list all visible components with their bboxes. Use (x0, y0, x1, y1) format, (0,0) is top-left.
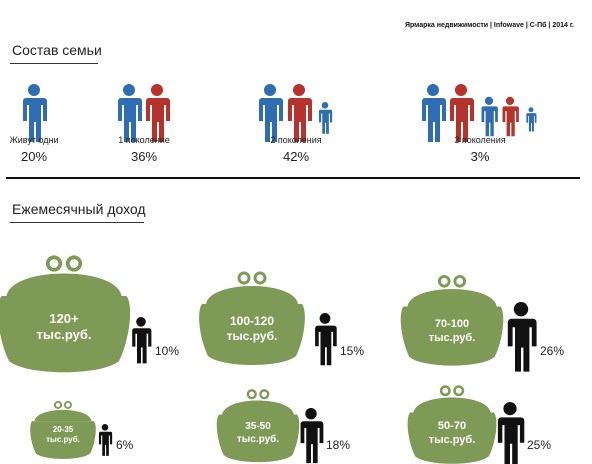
income-unit-text: тыс.руб. (428, 331, 476, 344)
income-section-title: Ежемесячный доход (12, 201, 146, 217)
family-value-alone: 20% (20, 149, 48, 164)
family-value-3gen: 3% (470, 149, 490, 164)
income-value-20-35: 6% (116, 438, 134, 452)
family-label-1gen: 1 поколение (118, 135, 170, 145)
family-label-2gen: 2 поколения (270, 135, 322, 145)
person-black-icon (132, 317, 152, 364)
income-unit-text: тыс.руб. (236, 433, 280, 445)
person-black-icon (98, 424, 113, 456)
source-caption: Ярмарка недвижимости | Infowave | С-Пб |… (404, 22, 574, 29)
family-title-underline (10, 63, 98, 64)
section-divider (6, 177, 580, 179)
income-range-text: 70-100 (434, 318, 470, 330)
income-range-20-35: 20-35 тыс.руб. (38, 425, 88, 445)
person-black-icon (497, 402, 525, 464)
income-range-50-70: 50-70 тыс.руб. (418, 420, 486, 448)
income-value-120plus: 10% (155, 344, 180, 358)
family-label-alone: Живут одни (9, 135, 59, 145)
income-value-70-100: 26% (540, 344, 565, 358)
income-unit-text: тыс.руб. (226, 329, 278, 343)
income-value-50-70: 25% (527, 438, 552, 452)
income-range-70-100: 70-100 тыс.руб. (412, 318, 492, 346)
family-value-1gen: 36% (130, 149, 158, 164)
income-range-text: 20-35 (52, 425, 74, 434)
income-range-text: 35-50 (245, 421, 271, 432)
income-unit-text: тыс.руб. (46, 435, 80, 444)
income-range-35-50: 35-50 тыс.руб. (226, 421, 290, 446)
income-range-100-120: 100-120 тыс.руб. (212, 314, 292, 344)
person-black-icon (315, 313, 337, 366)
person-black-icon (300, 408, 324, 464)
income-range-text: 120+ (49, 311, 79, 326)
income-range-text: 100-120 (229, 314, 275, 328)
income-range-text: 50-70 (437, 420, 467, 432)
income-title-underline (10, 222, 144, 223)
family-value-2gen: 42% (282, 149, 310, 164)
income-value-100-120: 15% (340, 344, 365, 358)
family-label-3gen: 3 поколения (454, 135, 506, 145)
family-section-title: Состав семьи (12, 42, 102, 58)
income-value-35-50: 18% (326, 438, 351, 452)
income-unit-text: тыс.руб. (428, 433, 476, 446)
income-unit-text: тыс.руб. (36, 327, 92, 343)
income-range-120plus: 120+ тыс.руб. (24, 311, 104, 344)
person-black-icon (507, 302, 537, 372)
